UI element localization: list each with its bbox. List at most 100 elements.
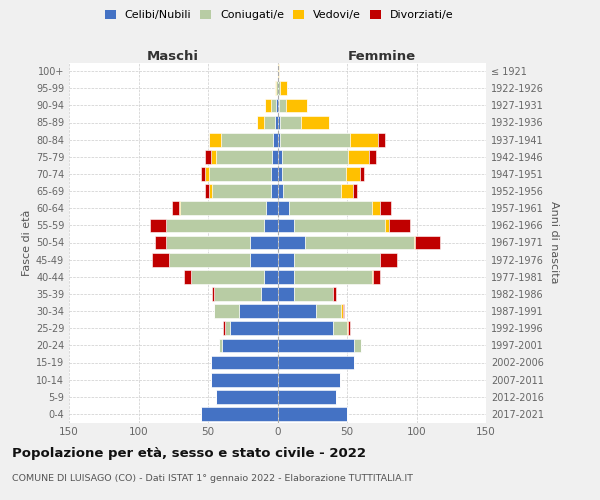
Bar <box>277 253 294 266</box>
Bar <box>349 150 369 164</box>
Bar <box>277 304 316 318</box>
Bar <box>217 150 272 164</box>
Bar <box>214 287 261 301</box>
Bar <box>166 218 263 232</box>
Bar <box>277 184 283 198</box>
Bar <box>214 304 239 318</box>
Bar <box>266 202 277 215</box>
Bar <box>277 287 294 301</box>
Bar <box>380 253 397 266</box>
Bar <box>209 184 212 198</box>
Bar <box>257 116 263 130</box>
Bar <box>261 287 277 301</box>
Bar <box>219 338 222 352</box>
Bar <box>380 202 391 215</box>
Bar <box>250 236 277 250</box>
Bar <box>277 270 294 283</box>
Bar <box>373 270 380 283</box>
Bar <box>333 322 347 335</box>
Bar <box>169 253 250 266</box>
Bar <box>359 167 364 181</box>
Bar <box>372 202 380 215</box>
Bar <box>172 202 179 215</box>
Bar <box>414 236 415 250</box>
Bar <box>211 373 277 386</box>
Bar <box>211 150 217 164</box>
Bar <box>179 202 180 215</box>
Bar <box>180 202 266 215</box>
Text: Popolazione per età, sesso e stato civile - 2022: Popolazione per età, sesso e stato civil… <box>12 448 366 460</box>
Text: COMUNE DI LUISAGO (CO) - Dati ISTAT 1° gennaio 2022 - Elaborazione TUTTITALIA.IT: COMUNE DI LUISAGO (CO) - Dati ISTAT 1° g… <box>12 474 413 483</box>
Bar <box>263 116 275 130</box>
Bar <box>294 270 372 283</box>
Bar <box>333 287 336 301</box>
Bar <box>221 133 274 146</box>
Bar <box>281 167 346 181</box>
Bar <box>389 218 410 232</box>
Bar <box>212 287 214 301</box>
Bar <box>277 407 347 421</box>
Bar <box>341 304 343 318</box>
Bar <box>263 218 277 232</box>
Bar <box>277 133 280 146</box>
Bar <box>263 270 277 283</box>
Bar <box>217 390 277 404</box>
Bar <box>205 184 209 198</box>
Bar <box>280 82 287 95</box>
Bar <box>277 236 305 250</box>
Bar <box>205 150 211 164</box>
Bar <box>294 287 333 301</box>
Bar <box>277 390 336 404</box>
Bar <box>353 184 357 198</box>
Bar <box>271 167 277 181</box>
Bar <box>239 304 277 318</box>
Bar <box>341 184 353 198</box>
Bar <box>201 407 277 421</box>
Bar <box>415 236 440 250</box>
Bar <box>294 253 380 266</box>
Bar <box>209 133 221 146</box>
Bar <box>271 184 277 198</box>
Bar <box>289 202 372 215</box>
Bar <box>283 184 341 198</box>
Bar <box>277 82 280 95</box>
Legend: Celibi/Nubili, Coniugati/e, Vedovi/e, Divorziati/e: Celibi/Nubili, Coniugati/e, Vedovi/e, Di… <box>100 6 458 25</box>
Text: Maschi: Maschi <box>147 50 199 64</box>
Bar <box>152 253 169 266</box>
Bar <box>209 167 271 181</box>
Bar <box>377 133 385 146</box>
Bar <box>277 116 280 130</box>
Bar <box>277 322 333 335</box>
Bar <box>271 98 276 112</box>
Bar <box>191 270 263 283</box>
Bar <box>354 338 361 352</box>
Text: Femmine: Femmine <box>347 50 416 64</box>
Bar <box>277 98 279 112</box>
Bar <box>277 373 340 386</box>
Bar <box>149 218 166 232</box>
Bar <box>212 184 271 198</box>
Bar <box>349 322 350 335</box>
Bar <box>385 218 389 232</box>
Bar <box>184 270 191 283</box>
Bar <box>281 150 349 164</box>
Bar <box>277 150 281 164</box>
Bar <box>222 338 277 352</box>
Bar <box>301 116 329 130</box>
Bar <box>277 202 289 215</box>
Bar <box>294 218 385 232</box>
Bar <box>343 304 344 318</box>
Bar <box>205 167 209 181</box>
Bar <box>286 98 307 112</box>
Bar <box>265 98 271 112</box>
Bar <box>347 322 349 335</box>
Bar <box>211 356 277 370</box>
Bar <box>275 82 276 95</box>
Bar <box>155 236 166 250</box>
Bar <box>372 270 373 283</box>
Bar <box>346 167 359 181</box>
Bar <box>279 98 286 112</box>
Y-axis label: Fasce di età: Fasce di età <box>22 210 32 276</box>
Bar <box>272 150 277 164</box>
Bar <box>277 64 279 78</box>
